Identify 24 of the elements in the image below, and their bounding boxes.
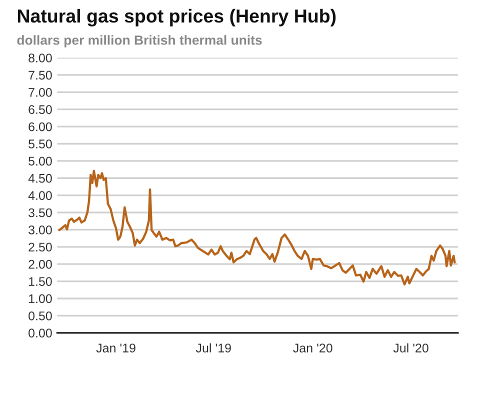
y-tick-label: 3.50 <box>28 208 52 218</box>
y-tick-label: 6.50 <box>28 105 52 114</box>
x-tick-label: Jan '19 <box>96 344 136 352</box>
y-tick-label: 3.00 <box>28 226 52 234</box>
y-tick-label: 7.00 <box>28 88 52 97</box>
y-tick-label: 7.50 <box>28 70 52 80</box>
y-tick-label: 4.00 <box>28 191 52 200</box>
chart-subtitle: dollars per million British thermal units <box>17 35 262 48</box>
y-tick-label: 5.50 <box>28 140 52 148</box>
x-tick-label: Jul '19 <box>196 343 231 352</box>
chart-title: Natural gas spot prices (Henry Hub) <box>18 8 336 26</box>
y-tick-label: 4.50 <box>28 174 52 183</box>
y-tick-label: 1.50 <box>29 277 52 286</box>
y-tick-label: 2.00 <box>28 260 52 269</box>
y-tick-label: 5.00 <box>28 156 52 166</box>
line-series <box>58 170 456 286</box>
x-tick-label: Jul '20 <box>393 343 428 352</box>
y-tick-label: 0.00 <box>28 328 52 338</box>
y-tick-label: 2.50 <box>28 242 52 252</box>
y-tick-label: 6.00 <box>28 122 52 132</box>
y-tick-label: 1.00 <box>29 294 52 304</box>
y-tick-label: 0.50 <box>28 311 52 320</box>
x-tick-label: Jan '20 <box>293 344 332 352</box>
y-tick-label: 8.00 <box>28 54 52 62</box>
